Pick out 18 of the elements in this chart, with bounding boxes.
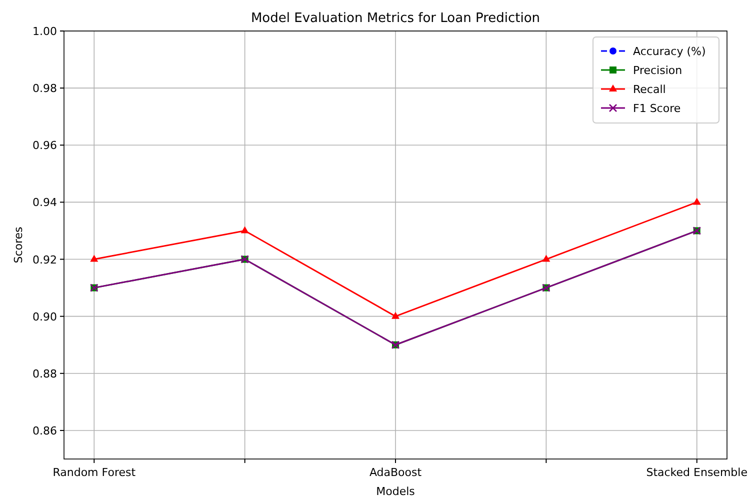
y-tick-label: 0.88 [32, 367, 57, 380]
y-axis-title: Scores [12, 226, 25, 264]
legend-label: Recall [633, 83, 666, 96]
y-tick-label: 0.98 [32, 82, 57, 96]
y-tick-label: 0.96 [32, 139, 57, 152]
x-axis-title: Models [376, 485, 416, 498]
legend-label: Accuracy (%) [633, 45, 706, 58]
y-tick-label: 0.94 [32, 196, 57, 210]
legend-label: Precision [633, 64, 682, 77]
legend-label: F1 Score [633, 102, 681, 115]
chart-title: Model Evaluation Metrics for Loan Prediction [250, 11, 540, 26]
x-tick-label: Stacked Ensemble [646, 466, 748, 479]
y-tick-label: 1.00 [32, 25, 57, 38]
x-tick-label: Random Forest [52, 466, 136, 479]
x-tick-label: AdaBoost [369, 466, 422, 479]
y-tick-label: 0.86 [32, 424, 57, 438]
y-tick-label: 0.90 [32, 310, 57, 324]
y-tick-label: 0.92 [32, 253, 57, 266]
